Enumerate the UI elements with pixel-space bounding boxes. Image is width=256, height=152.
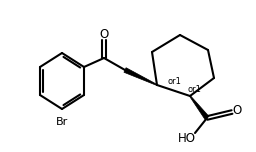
Text: or1: or1 <box>188 85 202 95</box>
Text: HO: HO <box>178 131 196 145</box>
Text: or1: or1 <box>168 76 182 85</box>
Text: Br: Br <box>56 117 68 127</box>
Text: O: O <box>99 29 109 41</box>
Text: O: O <box>232 105 242 117</box>
Polygon shape <box>124 68 157 85</box>
Polygon shape <box>190 96 209 119</box>
